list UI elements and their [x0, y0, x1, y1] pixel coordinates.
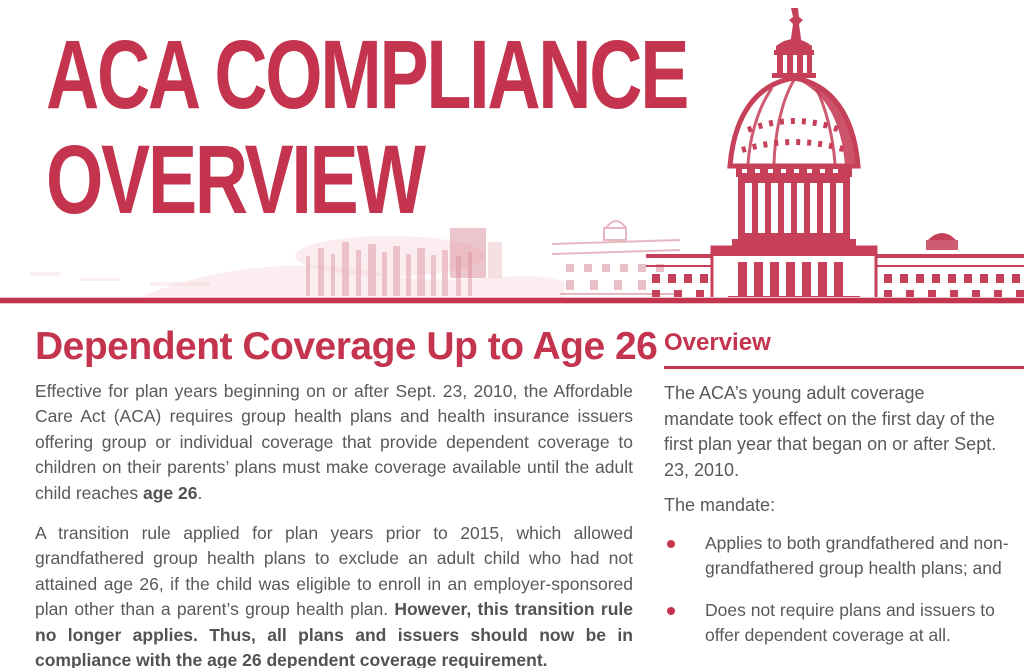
main-article: Dependent Coverage Up to Age 26 Effectiv…: [35, 304, 658, 668]
page-title-line1: ACA COMPLIANCE: [46, 20, 689, 129]
sidebar-heading: Overview: [664, 329, 771, 356]
header-divider: [0, 298, 1024, 303]
bullet-icon: [667, 606, 675, 615]
bullet-text: Does not require plans and issuers to of…: [705, 599, 995, 646]
skyline-watermark: [30, 220, 680, 302]
us-capitol-icon: [646, 8, 1024, 302]
list-item: Applies to both grandfathered and non-gr…: [664, 531, 1009, 582]
overview-sidebar: Overview The ACA’s young adult coverage …: [664, 304, 1024, 665]
bullet-icon: [667, 539, 675, 548]
list-item: Does not require plans and issuers to of…: [664, 598, 1009, 649]
page-title-line2: OVERVIEW: [46, 125, 426, 234]
bullet-text: Applies to both grandfathered and non-gr…: [705, 532, 1009, 579]
sidebar-divider: [664, 366, 1024, 369]
sidebar-intro: The ACA’s young adult coverage mandate t…: [664, 383, 997, 480]
article-paragraph-2: A transition rule applied for plan years…: [35, 523, 633, 668]
mandate-list: Applies to both grandfathered and non-gr…: [664, 531, 1024, 649]
article-paragraph-1: Effective for plan years beginning on or…: [35, 381, 633, 503]
sidebar-mandate-label: The mandate:: [664, 495, 776, 515]
header: ACA COMPLIANCE OVERVIEW: [0, 0, 1024, 303]
article-heading: Dependent Coverage Up to Age 26: [35, 325, 658, 368]
